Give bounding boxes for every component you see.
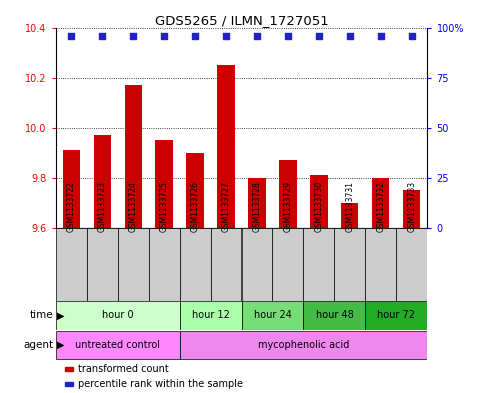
Bar xyxy=(303,301,366,329)
Bar xyxy=(242,228,272,301)
Bar xyxy=(366,228,397,301)
Point xyxy=(160,32,168,39)
Text: hour 0: hour 0 xyxy=(102,310,133,320)
Point xyxy=(129,32,137,39)
Point xyxy=(253,32,261,39)
Text: GDS5265 / ILMN_1727051: GDS5265 / ILMN_1727051 xyxy=(155,14,328,27)
Text: transformed count: transformed count xyxy=(78,364,169,374)
Text: GSM1133731: GSM1133731 xyxy=(345,180,355,231)
Bar xyxy=(62,150,80,228)
Bar xyxy=(156,140,172,228)
Bar xyxy=(94,135,111,228)
Text: ▶: ▶ xyxy=(57,310,64,320)
Text: GSM1133732: GSM1133732 xyxy=(376,180,385,231)
Bar xyxy=(341,203,358,228)
Text: hour 48: hour 48 xyxy=(315,310,354,320)
Bar xyxy=(117,228,149,301)
Point xyxy=(98,32,106,39)
Bar xyxy=(303,228,334,301)
Text: GSM1133729: GSM1133729 xyxy=(284,180,293,231)
Bar xyxy=(180,301,242,329)
Point xyxy=(284,32,292,39)
Bar xyxy=(149,228,180,301)
Text: ▶: ▶ xyxy=(57,340,64,350)
Text: hour 24: hour 24 xyxy=(254,310,291,320)
Text: hour 72: hour 72 xyxy=(377,310,415,320)
Bar xyxy=(217,65,235,228)
Text: GSM1133722: GSM1133722 xyxy=(67,181,75,231)
Text: agent: agent xyxy=(23,340,53,350)
Bar xyxy=(86,228,117,301)
Point xyxy=(346,32,354,39)
Text: untreated control: untreated control xyxy=(75,340,160,350)
Text: GSM1133726: GSM1133726 xyxy=(190,180,199,231)
Point xyxy=(67,32,75,39)
Bar xyxy=(366,301,427,329)
Bar xyxy=(56,301,180,329)
Text: GSM1133727: GSM1133727 xyxy=(222,180,230,231)
Text: GSM1133733: GSM1133733 xyxy=(408,180,416,231)
Bar xyxy=(56,228,86,301)
Bar xyxy=(403,190,421,228)
Text: hour 12: hour 12 xyxy=(192,310,229,320)
Point xyxy=(377,32,385,39)
Bar xyxy=(280,160,297,228)
Bar xyxy=(242,301,303,329)
Text: GSM1133730: GSM1133730 xyxy=(314,180,324,231)
Bar xyxy=(211,228,242,301)
Text: GSM1133723: GSM1133723 xyxy=(98,180,107,231)
Bar xyxy=(311,175,327,228)
Point xyxy=(191,32,199,39)
Bar xyxy=(272,228,303,301)
Text: GSM1133725: GSM1133725 xyxy=(159,180,169,231)
Bar xyxy=(125,85,142,228)
Text: time: time xyxy=(29,310,53,320)
Point xyxy=(315,32,323,39)
Bar xyxy=(248,178,266,228)
Bar xyxy=(186,153,203,228)
Bar xyxy=(180,228,211,301)
Bar xyxy=(180,331,427,359)
Text: mycophenolic acid: mycophenolic acid xyxy=(258,340,349,350)
Bar xyxy=(397,228,427,301)
Bar xyxy=(56,331,180,359)
Text: percentile rank within the sample: percentile rank within the sample xyxy=(78,379,243,389)
Point xyxy=(408,32,416,39)
Text: GSM1133728: GSM1133728 xyxy=(253,181,261,231)
Text: GSM1133724: GSM1133724 xyxy=(128,180,138,231)
Bar xyxy=(335,228,366,301)
Bar xyxy=(372,178,389,228)
Point xyxy=(222,32,230,39)
